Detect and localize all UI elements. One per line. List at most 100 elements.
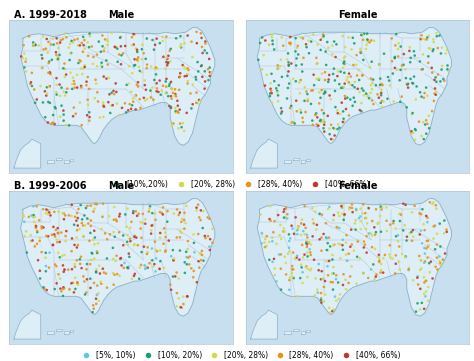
Point [420,260,428,266]
Point [410,81,417,86]
Point [131,62,139,68]
Point [258,66,266,72]
Point [340,58,348,64]
Point [54,225,62,231]
Point [318,300,325,305]
Point [407,76,414,82]
Point [90,303,97,308]
Point [125,81,132,87]
Point [424,60,432,66]
Point [305,239,313,245]
Polygon shape [64,160,69,163]
Point [392,43,399,48]
Point [136,276,143,282]
Point [144,265,152,271]
Point [379,82,386,88]
Point [389,71,397,77]
Point [261,244,269,250]
Point [356,77,363,83]
Polygon shape [14,310,41,339]
Point [359,37,367,43]
Point [125,63,133,69]
Point [114,59,121,65]
Point [283,57,291,62]
Text: B. 1999-2006: B. 1999-2006 [14,180,87,191]
Point [408,112,416,117]
Point [277,222,284,228]
Point [393,67,401,73]
Point [135,64,143,70]
Point [425,243,433,248]
Point [45,84,53,90]
Point [164,60,172,65]
Point [414,300,421,306]
Point [364,36,371,42]
Point [391,65,399,71]
Point [108,103,115,109]
Point [101,36,109,42]
Point [36,235,44,241]
Point [141,266,149,272]
Point [39,34,47,39]
Point [304,274,311,280]
Point [46,83,54,89]
Point [152,217,159,223]
Point [376,213,384,219]
Point [77,58,84,64]
Point [30,219,38,225]
Point [334,73,341,79]
Point [367,231,374,236]
Point [41,286,48,292]
Point [339,282,346,288]
Point [398,63,406,69]
Point [359,201,367,207]
Point [324,240,331,246]
Point [425,113,433,119]
Point [400,201,407,207]
Point [417,257,425,263]
Point [142,87,150,93]
Polygon shape [47,331,54,335]
Point [167,104,175,110]
Point [438,63,446,69]
Point [131,31,138,37]
Point [152,256,160,261]
Point [300,228,307,234]
Point [45,39,52,45]
Point [294,224,302,230]
Point [94,240,102,246]
Point [359,270,367,276]
Point [360,245,367,251]
Point [304,253,311,259]
Point [82,292,89,297]
Point [191,249,198,255]
Point [293,108,301,114]
Point [318,248,325,253]
Point [99,43,106,49]
Point [285,287,293,293]
Point [421,122,429,127]
Point [339,119,346,125]
Point [346,206,353,212]
Point [100,103,107,109]
Point [162,66,169,71]
Point [298,265,305,270]
Point [184,65,191,71]
Point [92,77,100,83]
Point [65,45,73,51]
Point [336,225,343,231]
Point [205,56,213,62]
Point [436,221,444,226]
Point [410,74,418,79]
Point [58,85,65,91]
Point [20,219,28,225]
Polygon shape [306,330,310,332]
Point [320,299,328,304]
Point [320,231,328,237]
Point [271,272,279,278]
Point [348,201,356,207]
Point [379,270,387,275]
Point [184,78,191,84]
Point [323,39,331,45]
Point [288,61,295,66]
